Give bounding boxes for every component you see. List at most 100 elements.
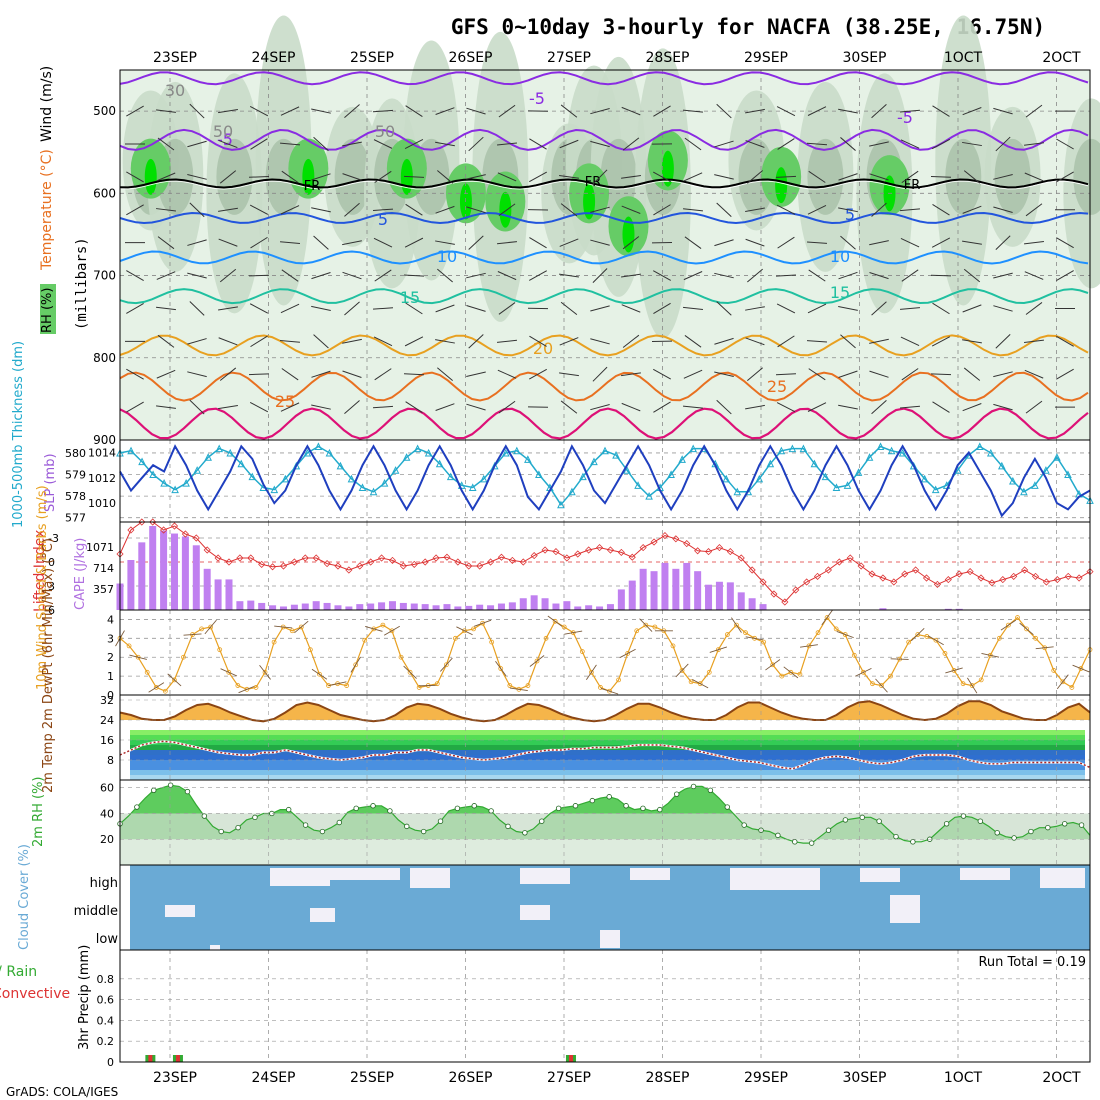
- wind-barb: [963, 170, 981, 184]
- wind-speed-point: [706, 669, 712, 675]
- y-tick-right: 1071: [86, 541, 114, 554]
- rh-cell-bright: [583, 183, 596, 220]
- rh-cell-bright: [775, 167, 788, 204]
- thickness-point: [788, 444, 797, 453]
- wind-barb: [714, 371, 734, 377]
- wind-barb: [435, 304, 455, 313]
- li-point: [486, 558, 495, 566]
- li-point: [443, 553, 451, 561]
- temp-band: [130, 740, 1085, 745]
- upper-legend: RH (%) Temperature (°C) Wind (m/s) (milliba…: [39, 66, 90, 334]
- rh-point: [353, 805, 359, 812]
- wind-barb: [403, 665, 417, 679]
- wind-barb: [776, 303, 796, 314]
- wind-barb: [1056, 138, 1074, 150]
- wind-barb: [560, 400, 578, 414]
- wind-barb: [590, 108, 610, 115]
- wind-barb: [653, 105, 671, 117]
- li-point: [944, 576, 952, 584]
- wind-barb: [466, 403, 486, 411]
- li-point: [977, 574, 985, 582]
- wind-barb: [1024, 172, 1044, 182]
- wind-speed-point: [969, 683, 975, 688]
- wind-barb: [311, 404, 331, 410]
- wind-barb: [279, 339, 301, 343]
- wind-speed-point: [1069, 685, 1075, 690]
- y-axis-label-left: Lifted Index: [32, 530, 48, 612]
- rh-point: [977, 818, 984, 824]
- wind-barb: [374, 269, 392, 282]
- wind-barb: [439, 657, 453, 672]
- wind-speed-point: [480, 620, 486, 626]
- thickness-point: [998, 461, 1006, 470]
- wind-barb: [966, 677, 978, 694]
- li-point: [279, 562, 288, 570]
- wind-barb: [930, 373, 952, 376]
- wind-barb: [564, 630, 583, 635]
- cape-bar: [203, 568, 211, 610]
- cape-bar: [421, 604, 429, 610]
- wind-barb: [716, 202, 732, 217]
- wind-barb: [714, 239, 734, 247]
- cape-bar: [683, 562, 691, 610]
- wind-barb: [187, 338, 207, 345]
- wind-barb: [899, 405, 921, 409]
- rh-cell-dark: [738, 138, 775, 215]
- date-label-bottom: 23SEP: [153, 1070, 197, 1086]
- contour-label: 50: [213, 122, 233, 141]
- li-point: [726, 548, 734, 556]
- cape-bar: [661, 562, 669, 610]
- date-label-bottom: 1OCT: [944, 1070, 983, 1086]
- rh-point: [690, 783, 697, 790]
- wind-speed-point: [416, 685, 422, 690]
- temp-band: [130, 775, 1085, 780]
- wind-barb: [311, 173, 331, 181]
- li-point: [999, 576, 1007, 584]
- cape-bar: [759, 604, 767, 610]
- wind-barb: [838, 271, 858, 280]
- contour-label: FR: [904, 178, 921, 193]
- thickness-point: [678, 455, 686, 463]
- cape-bar: [301, 603, 309, 610]
- wind-barb: [218, 337, 238, 346]
- wind-barb: [930, 176, 952, 178]
- isotherm-line: [119, 407, 1089, 440]
- wind-barb: [559, 139, 579, 149]
- li-point: [803, 578, 811, 586]
- wind-barb: [187, 272, 207, 279]
- wind-speed-point: [307, 647, 313, 653]
- li-point: [650, 538, 658, 546]
- thickness-point: [612, 450, 620, 459]
- wind-barb: [466, 107, 486, 115]
- li-point: [617, 548, 625, 556]
- wind-barb: [855, 667, 872, 677]
- wind-barb: [126, 303, 144, 314]
- legend-total-rain: Total / Rain: [0, 964, 37, 980]
- rh-point: [792, 839, 798, 845]
- wind-barb: [993, 272, 1013, 279]
- thickness-point: [1020, 487, 1028, 496]
- wind-speed-point: [235, 683, 241, 688]
- wind-barb: [248, 373, 270, 376]
- wind-speed-point: [135, 654, 141, 660]
- wind-barb: [621, 402, 641, 412]
- footer-text: GrADS: COLA/IGES: [6, 1085, 118, 1099]
- li-point: [181, 530, 189, 538]
- wind-barb: [437, 170, 453, 184]
- cape-bar: [497, 603, 505, 610]
- wind-barb: [365, 625, 383, 632]
- temp-area: [120, 701, 1090, 720]
- cape-bar: [192, 545, 200, 610]
- wind-barb: [189, 399, 205, 415]
- wind-barb: [405, 203, 423, 216]
- wind-barb: [419, 684, 438, 687]
- dewpt-line: [119, 740, 1091, 770]
- wind-barb: [931, 237, 951, 248]
- contour-label: -5: [529, 89, 545, 108]
- y-tick-label: 0: [107, 1056, 114, 1069]
- wind-barb: [404, 336, 424, 347]
- rh-point: [522, 830, 528, 836]
- li-point: [410, 560, 418, 568]
- wind-barb: [497, 241, 517, 245]
